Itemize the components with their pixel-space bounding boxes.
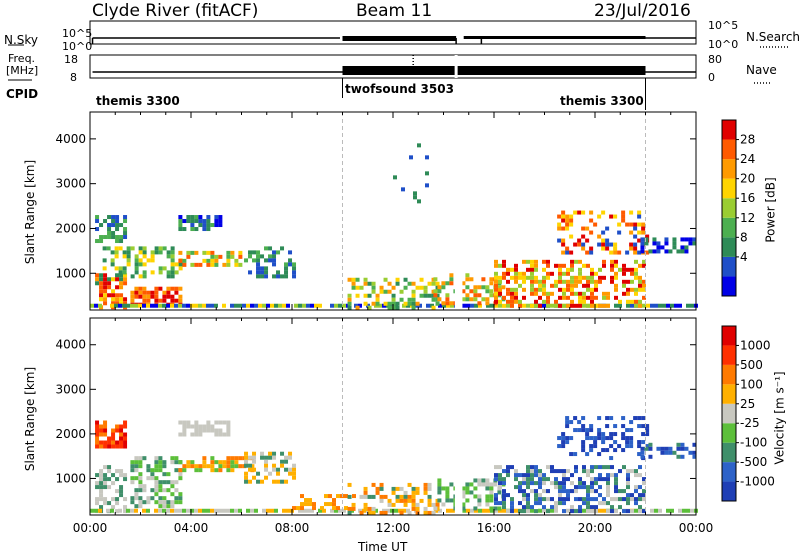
velocity-panel-gap xyxy=(454,318,463,515)
power-panel-colorbar-swatch-8 xyxy=(722,120,736,140)
beam-title: Beam 11 xyxy=(356,1,433,21)
velocity-panel-frame xyxy=(89,317,697,516)
nsky-tick-top: 10^5 xyxy=(62,27,93,40)
velocity-panel-colorbar-swatch-5 xyxy=(722,384,736,404)
power-panel-ytick-label-3: 4000 xyxy=(55,132,86,146)
power-panel-ytick-label-1: 2000 xyxy=(55,221,86,235)
nsky-label: N.Sky xyxy=(4,33,39,47)
x-tick-label-1: 04:00 xyxy=(174,521,209,535)
velocity-panel-colorbar-tick-label-6: -500 xyxy=(740,455,767,469)
freq-tick-bottom: 8 xyxy=(70,71,77,84)
velocity-panel-colorbar-tick-label-5: -100 xyxy=(740,436,767,450)
nave-tick-top: 80 xyxy=(708,53,722,66)
power-panel-colorbar-tick-label-1: 24 xyxy=(740,152,755,166)
x-tick-label-4: 16:00 xyxy=(477,521,512,535)
x-tick-label-3: 12:00 xyxy=(376,521,411,535)
velocity-panel-ytick-label-1: 2000 xyxy=(55,427,86,441)
velocity-panel-ytick-label-3: 4000 xyxy=(55,338,86,352)
power-panel-colorbar-tick-label-6: 4 xyxy=(740,250,748,264)
cpid-label: CPID xyxy=(6,87,39,101)
nave-label: Nave xyxy=(746,63,777,77)
nsky-tick-bottom: 10^0 xyxy=(62,40,93,53)
freq-label-1: Freq. xyxy=(8,52,36,65)
freq-label-2: [MHz] xyxy=(6,64,39,77)
power-panel-colorbar-swatch-7 xyxy=(722,139,736,160)
velocity-panel-colorbar-tick-label-0: 1000 xyxy=(740,338,771,352)
power-panel-colorbar-swatch-6 xyxy=(722,159,736,179)
power-panel-colorbar-frame xyxy=(721,119,737,297)
cpid-segment-3: themis 3300 xyxy=(560,94,644,108)
power-panel-gap xyxy=(454,112,463,310)
x-tick-label-2: 08:00 xyxy=(275,521,310,535)
x-tick-label-6: 00:00 xyxy=(679,521,714,535)
power-panel-ytick-label-0: 1000 xyxy=(55,266,86,280)
velocity-panel-colorbar-frame xyxy=(721,325,737,502)
date-title: 23/Jul/2016 xyxy=(594,1,691,21)
x-tick-label-0: 00:00 xyxy=(73,521,108,535)
nsky-trace-3 xyxy=(463,36,646,39)
velocity-panel-colorbar-swatch-6 xyxy=(722,364,736,385)
power-panel-colorbar-tick-label-0: 28 xyxy=(740,133,755,147)
velocity-panel-colorbar-swatch-1 xyxy=(722,462,736,482)
nsearch-label: N.Search xyxy=(746,30,800,44)
x-tick-label-5: 20:00 xyxy=(578,521,613,535)
velocity-panel-cells xyxy=(90,416,698,515)
velocity-panel-colorbar-swatch-4 xyxy=(722,403,736,424)
power-panel-colorbar-swatch-5 xyxy=(722,178,736,199)
nave-tick-bottom: 0 xyxy=(708,71,715,84)
freq-panel xyxy=(89,54,697,79)
station-title: Clyde River (fitACF) xyxy=(92,1,259,21)
power-panel-ytick-label-2: 3000 xyxy=(55,177,86,191)
velocity-panel-colorbar-swatch-7 xyxy=(722,345,736,365)
power-panel-colorbar-tick-label-3: 16 xyxy=(740,191,755,205)
power-panel-colorbar-swatch-3 xyxy=(722,217,736,238)
nsky-panel xyxy=(89,20,697,45)
nsky-trace-2 xyxy=(342,36,457,41)
nsearch-tick-bottom: 10^0 xyxy=(708,38,739,51)
power-panel-cells xyxy=(90,143,698,310)
velocity-panel-colorbar-swatch-2 xyxy=(722,442,736,463)
velocity-panel-ytick-label-0: 1000 xyxy=(55,471,86,485)
power-panel-colorbar-swatch-1 xyxy=(722,256,736,277)
power-panel-colorbar-swatch-2 xyxy=(722,237,736,257)
x-axis-title: Time UT xyxy=(358,540,408,554)
freq-trace-2 xyxy=(342,66,646,75)
velocity-panel-colorbar-swatch-0 xyxy=(722,481,736,501)
nsearch-tick-top: 10^5 xyxy=(708,19,739,32)
velocity-panel-colorbar-tick-label-4: -25 xyxy=(740,416,760,430)
velocity-panel-colorbar-swatch-8 xyxy=(722,326,736,346)
velocity-panel-colorbar-tick-label-2: 100 xyxy=(740,377,763,391)
velocity-panel-colorbar-tick-label-1: 500 xyxy=(740,358,763,372)
cpid-segment-1: themis 3300 xyxy=(96,94,180,108)
power-panel-colorbar-swatch-4 xyxy=(722,198,736,218)
power-panel-colorbar-tick-label-5: 8 xyxy=(740,230,748,244)
velocity-panel-colorbar-tick-label-3: 25 xyxy=(740,397,755,411)
power-panel-colorbar-tick-label-2: 20 xyxy=(740,172,755,186)
velocity-panel-ytick-label-2: 3000 xyxy=(55,382,86,396)
freq-tick-top: 18 xyxy=(64,53,78,66)
cpid-segment-2: twofsound 3503 xyxy=(345,82,454,96)
velocity-panel-colorbar-tick-label-7: -1000 xyxy=(740,475,775,489)
power-panel-colorbar-swatch-0 xyxy=(722,276,736,296)
velocity-panel-colorbar-swatch-3 xyxy=(722,423,736,443)
power-panel-colorbar-tick-label-4: 12 xyxy=(740,211,755,225)
